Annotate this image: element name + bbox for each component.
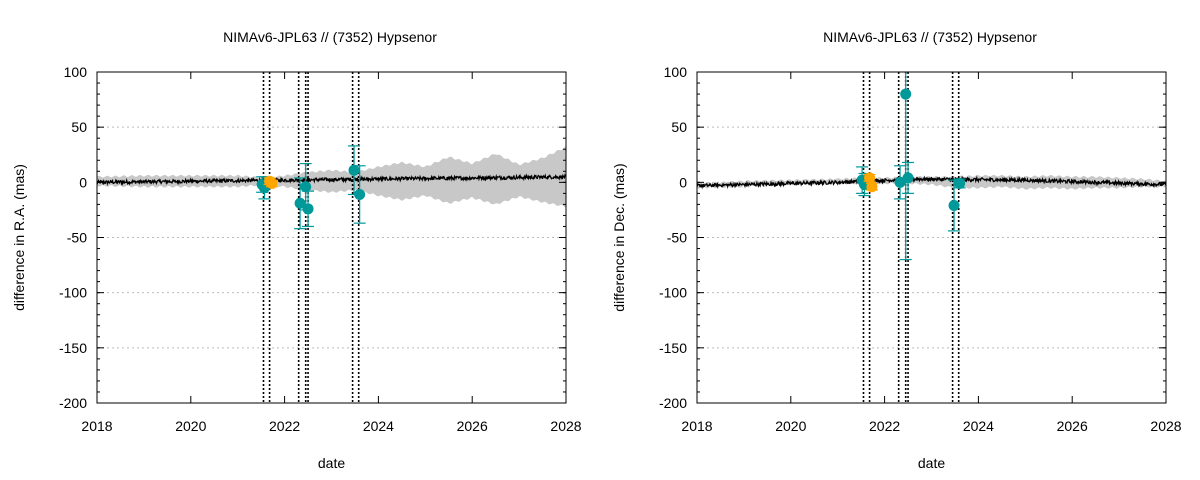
x-tick-label: 2024 <box>963 418 994 434</box>
y-tick-label: 0 <box>79 174 87 190</box>
y-tick-label: 100 <box>664 64 688 80</box>
x-axis-label: date <box>318 455 345 471</box>
y-tick-label: 50 <box>671 119 687 135</box>
y-tick-label: -50 <box>667 230 687 246</box>
data-point <box>866 181 878 193</box>
chart-title: NIMAv6-JPL63 // (7352) Hypsenor <box>223 29 437 45</box>
y-tick-label: -100 <box>659 285 687 301</box>
x-tick-label: 2026 <box>1057 418 1088 434</box>
x-tick-label: 2024 <box>363 418 394 434</box>
data-point <box>864 172 876 184</box>
data-point <box>954 177 966 189</box>
x-tick-label: 2022 <box>869 418 900 434</box>
uncertainty-band <box>97 146 566 208</box>
uncertainty-band <box>697 174 1166 190</box>
x-axis-label: date <box>918 455 945 471</box>
x-tick-label: 2028 <box>1150 418 1181 434</box>
x-tick-label: 2018 <box>81 418 112 434</box>
y-axis-label: difference in R.A. (mas) <box>11 164 27 311</box>
data-point <box>348 164 360 176</box>
chart-title: NIMAv6-JPL63 // (7352) Hypsenor <box>823 29 1037 45</box>
x-tick-label: 2026 <box>457 418 488 434</box>
data-point <box>266 177 278 189</box>
y-tick-label: 100 <box>64 64 88 80</box>
data-point <box>900 88 912 100</box>
data-point <box>948 200 960 212</box>
x-tick-label: 2018 <box>681 418 712 434</box>
y-tick-label: -150 <box>59 340 87 356</box>
y-tick-label: 0 <box>679 174 687 190</box>
x-tick-label: 2022 <box>269 418 300 434</box>
y-tick-label: -200 <box>659 395 687 411</box>
y-axis-label: difference in Dec. (mas) <box>611 163 627 311</box>
difference-trend-line <box>96 173 567 186</box>
y-tick-label: -200 <box>59 395 87 411</box>
data-point <box>294 197 306 209</box>
x-tick-label: 2028 <box>550 418 581 434</box>
y-tick-label: -150 <box>659 340 687 356</box>
x-tick-label: 2020 <box>775 418 806 434</box>
data-point <box>354 188 366 200</box>
data-point <box>302 203 314 215</box>
y-tick-label: 50 <box>71 119 87 135</box>
data-point <box>902 172 914 184</box>
y-tick-label: -100 <box>59 285 87 301</box>
chart-panel-1: NIMAv6-JPL63 // (7352) Hypsenor 100 50 0 -50… <box>11 29 582 471</box>
difference-trend-line <box>696 175 1167 190</box>
y-tick-label: -50 <box>67 230 87 246</box>
x-tick-label: 2020 <box>175 418 206 434</box>
data-point <box>300 181 312 193</box>
chart-panel-2: NIMAv6-JPL63 // (7352) Hypsenor 100 50 0 -50… <box>611 29 1182 471</box>
